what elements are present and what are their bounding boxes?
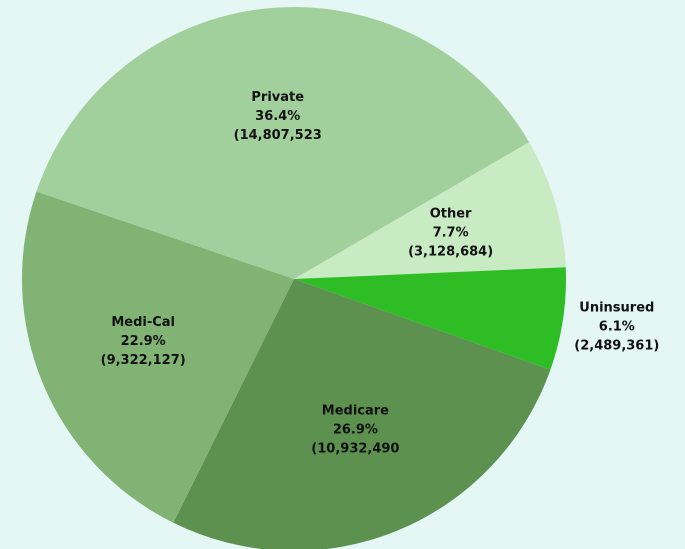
slice-percent: 7.7% <box>433 226 469 241</box>
pie-slice <box>36 6 530 279</box>
slice-name: Other <box>430 207 472 222</box>
slice-count: (10,932,490 <box>311 442 399 457</box>
slice-count: (3,128,684) <box>408 245 493 260</box>
slice-percent: 36.4% <box>255 109 300 124</box>
slice-name: Medicare <box>322 404 389 419</box>
pie-slice <box>173 279 551 549</box>
slice-count: (2,489,361) <box>574 339 659 354</box>
pie-slice <box>294 267 567 370</box>
slice-name: Uninsured <box>579 301 654 316</box>
slice-name: Medi-Cal <box>111 315 175 330</box>
slice-percent: 26.9% <box>333 423 378 438</box>
slice-percent: 22.9% <box>121 334 166 349</box>
slice-count: (9,322,127) <box>101 353 186 368</box>
slice-count: (14,807,523 <box>234 128 322 143</box>
slice-percent: 6.1% <box>599 320 635 335</box>
pie-slice <box>21 191 294 523</box>
slice-name: Private <box>251 90 304 105</box>
pie-slice <box>294 142 566 279</box>
